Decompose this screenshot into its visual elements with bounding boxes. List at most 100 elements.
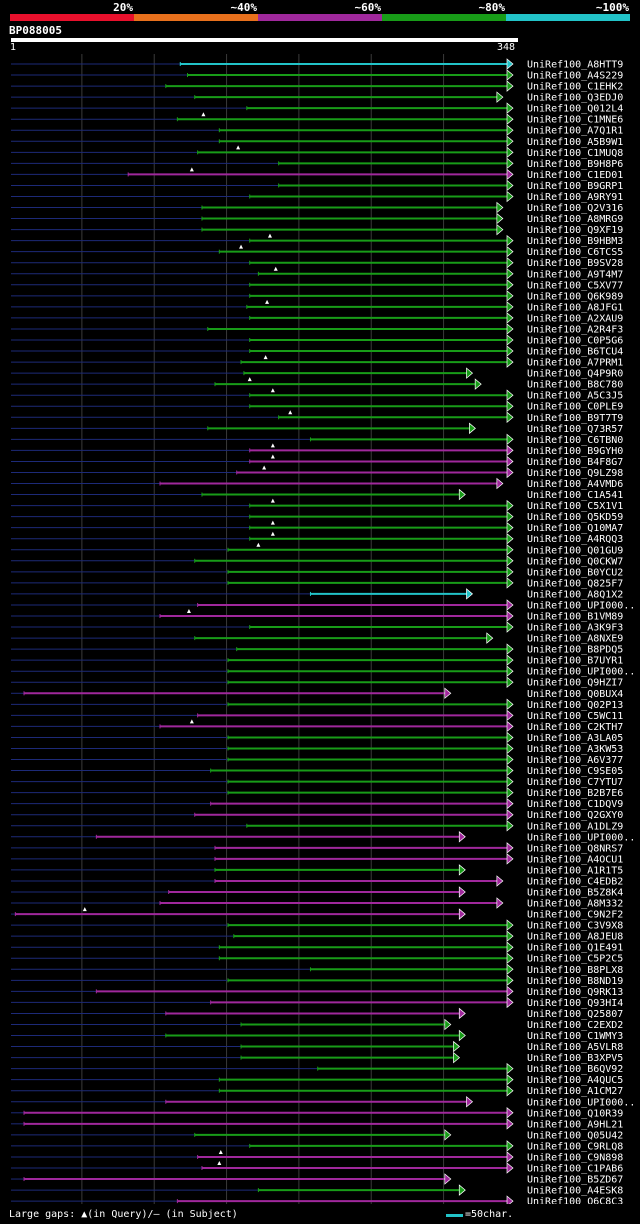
hit-row[interactable]: UniRef100_A8Q1X2 (11, 588, 623, 601)
hit-label[interactable]: UniRef100_C1MNE6 (527, 115, 623, 126)
hit-label[interactable]: UniRef100_B8ND19 (527, 976, 623, 987)
hit-label[interactable]: UniRef100_C1DQV9 (527, 799, 623, 810)
hit-row[interactable]: UniRef100_A3KW53 (11, 742, 623, 755)
hit-label[interactable]: UniRef100_Q9RK13 (527, 987, 623, 998)
hit-label[interactable]: UniRef100_Q02P13 (527, 700, 623, 711)
hit-label[interactable]: UniRef100_C3V9X8 (527, 921, 623, 932)
hit-label[interactable]: UniRef100_C2KTH7 (527, 722, 623, 733)
hit-row[interactable]: UniRef100_C1PAB6 (11, 1161, 623, 1175)
hit-row[interactable]: UniRef100_A4S229 (11, 69, 623, 82)
hit-row[interactable]: UniRef100_Q93HI4 (11, 996, 623, 1009)
hit-label[interactable]: UniRef100_Q012L4 (527, 104, 623, 115)
hit-label[interactable]: UniRef100_B0YCU2 (527, 567, 623, 578)
hit-label[interactable]: UniRef100_B7UYR1 (527, 656, 623, 667)
hit-row[interactable]: UniRef100_C1WMY3 (11, 1029, 623, 1043)
hit-label[interactable]: UniRef100_B8C780 (527, 380, 623, 391)
hit-row[interactable]: UniRef100_A4OCU1 (11, 853, 623, 866)
hit-row[interactable]: UniRef100_UPI000.. (11, 831, 635, 844)
hit-row[interactable]: UniRef100_C1A541 (11, 488, 623, 502)
hit-label[interactable]: UniRef100_A7PRM1 (527, 358, 623, 369)
hit-label[interactable]: UniRef100_A5C3J5 (527, 391, 623, 402)
hit-label[interactable]: UniRef100_Q05U42 (527, 1130, 623, 1141)
hit-row[interactable]: UniRef100_C2KTH7 (11, 719, 623, 733)
hit-label[interactable]: UniRef100_A2XAU9 (527, 313, 623, 324)
hit-label[interactable]: UniRef100_A1CM27 (527, 1086, 623, 1097)
hit-label[interactable]: UniRef100_Q5KD59 (527, 512, 623, 523)
hit-row[interactable]: UniRef100_B9GRP1 (11, 179, 623, 192)
hit-row[interactable]: UniRef100_A3K9F3 (11, 621, 623, 634)
hit-row[interactable]: UniRef100_Q2GXY0 (11, 808, 623, 822)
hit-row[interactable]: UniRef100_Q9RK13 (11, 985, 623, 998)
hit-row[interactable]: UniRef100_Q6C8C3 (11, 1195, 623, 1204)
hit-label[interactable]: UniRef100_A4VMD6 (527, 479, 623, 490)
hit-label[interactable]: UniRef100_Q3EDJ0 (527, 93, 623, 104)
hit-label[interactable]: UniRef100_A5B9W1 (527, 137, 623, 148)
hit-row[interactable]: UniRef100_A7Q1R1 (11, 124, 623, 137)
hit-label[interactable]: UniRef100_UPI000.. (527, 600, 635, 611)
hit-label[interactable]: UniRef100_C5XV77 (527, 280, 623, 291)
hit-row[interactable]: UniRef100_Q9HZI7 (11, 676, 623, 689)
hit-row[interactable]: UniRef100_Q25807 (11, 1007, 623, 1020)
hit-label[interactable]: UniRef100_Q825F7 (527, 578, 623, 589)
hit-label[interactable]: UniRef100_A7Q1R1 (527, 126, 623, 137)
hit-label[interactable]: UniRef100_B9T7T9 (527, 413, 623, 424)
hit-row[interactable]: UniRef100_C1DQV9 (11, 797, 623, 811)
hit-row[interactable]: UniRef100_Q10MA7 (11, 520, 623, 535)
hit-row[interactable]: UniRef100_B2B7E6 (11, 786, 623, 800)
hit-row[interactable]: UniRef100_Q5KD59 (11, 510, 623, 524)
hit-row[interactable]: UniRef100_Q4P9R0 (11, 367, 623, 380)
hit-label[interactable]: UniRef100_A4RQQ3 (527, 534, 623, 545)
hit-row[interactable]: UniRef100_C1MNE6 (11, 112, 623, 126)
hit-label[interactable]: UniRef100_C1MUQ8 (527, 148, 623, 159)
hit-label[interactable]: UniRef100_C0PLE9 (527, 402, 623, 413)
hit-row[interactable]: UniRef100_Q01GU9 (11, 542, 623, 557)
hit-row[interactable]: UniRef100_Q1E491 (11, 941, 623, 954)
hit-label[interactable]: UniRef100_A9RY91 (527, 192, 623, 203)
hit-label[interactable]: UniRef100_A4OCU1 (527, 854, 623, 865)
hit-label[interactable]: UniRef100_Q6K989 (527, 291, 623, 302)
hit-label[interactable]: UniRef100_A8JEU8 (527, 932, 623, 943)
hit-label[interactable]: UniRef100_B6TCU4 (527, 347, 623, 358)
hit-row[interactable]: UniRef100_B8C780 (11, 377, 623, 391)
hit-row[interactable]: UniRef100_B9H8P6 (11, 157, 623, 170)
hit-row[interactable]: UniRef100_Q8NRS7 (11, 842, 623, 855)
hit-label[interactable]: UniRef100_C6TBN0 (527, 435, 623, 446)
hit-row[interactable]: UniRef100_A4ESK8 (11, 1184, 623, 1197)
hit-row[interactable]: UniRef100_A3LA05 (11, 731, 623, 744)
hit-row[interactable]: UniRef100_Q2V316 (11, 201, 623, 215)
hit-row[interactable]: UniRef100_A8NXE9 (11, 632, 623, 645)
hit-row[interactable]: UniRef100_C5X1V1 (11, 498, 623, 512)
hit-label[interactable]: UniRef100_A8MRG9 (527, 214, 623, 225)
hit-row[interactable]: UniRef100_B6TCU4 (11, 345, 623, 358)
hit-label[interactable]: UniRef100_B8PLX8 (527, 965, 623, 976)
hit-row[interactable]: UniRef100_C0PLE9 (11, 400, 623, 413)
hit-row[interactable]: UniRef100_B9HBM3 (11, 233, 623, 248)
hit-label[interactable]: UniRef100_A4QUC5 (527, 1075, 623, 1086)
hit-row[interactable]: UniRef100_A5B9W1 (11, 135, 623, 148)
hit-row[interactable]: UniRef100_C1ED01 (11, 167, 623, 181)
hit-row[interactable]: UniRef100_B6QV92 (11, 1062, 623, 1076)
hit-label[interactable]: UniRef100_C7YTU7 (527, 777, 623, 788)
hit-label[interactable]: UniRef100_UPI000.. (527, 832, 635, 843)
hit-row[interactable]: UniRef100_Q6K989 (11, 290, 623, 303)
hit-row[interactable]: UniRef100_A8M332 (11, 897, 623, 910)
hit-row[interactable]: UniRef100_B7UYR1 (11, 654, 623, 667)
hit-row[interactable]: UniRef100_C1EHK2 (11, 80, 623, 93)
hit-label[interactable]: UniRef100_A6V377 (527, 755, 623, 766)
hit-label[interactable]: UniRef100_A1R1T5 (527, 865, 623, 876)
hit-row[interactable]: UniRef100_A6V377 (11, 753, 623, 767)
hit-row[interactable]: UniRef100_C7YTU7 (11, 775, 623, 789)
hit-label[interactable]: UniRef100_A8M332 (527, 899, 623, 910)
hit-row[interactable]: UniRef100_A8JFG1 (11, 299, 623, 314)
hit-row[interactable]: UniRef100_B8PLX8 (11, 963, 623, 976)
hit-label[interactable]: UniRef100_C2EXD2 (527, 1020, 623, 1031)
hit-label[interactable]: UniRef100_A3K9F3 (527, 623, 623, 634)
hit-label[interactable]: UniRef100_A1DLZ9 (527, 821, 623, 832)
hit-label[interactable]: UniRef100_A8JFG1 (527, 302, 623, 313)
hit-label[interactable]: UniRef100_B2B7E6 (527, 788, 623, 799)
hit-label[interactable]: UniRef100_A8Q1X2 (527, 589, 623, 600)
hit-row[interactable]: UniRef100_Q10R39 (11, 1107, 623, 1120)
hit-row[interactable]: UniRef100_Q9LZ98 (11, 465, 623, 479)
hit-label[interactable]: UniRef100_A8NXE9 (527, 634, 623, 645)
hit-label[interactable]: UniRef100_Q25807 (527, 1009, 623, 1020)
